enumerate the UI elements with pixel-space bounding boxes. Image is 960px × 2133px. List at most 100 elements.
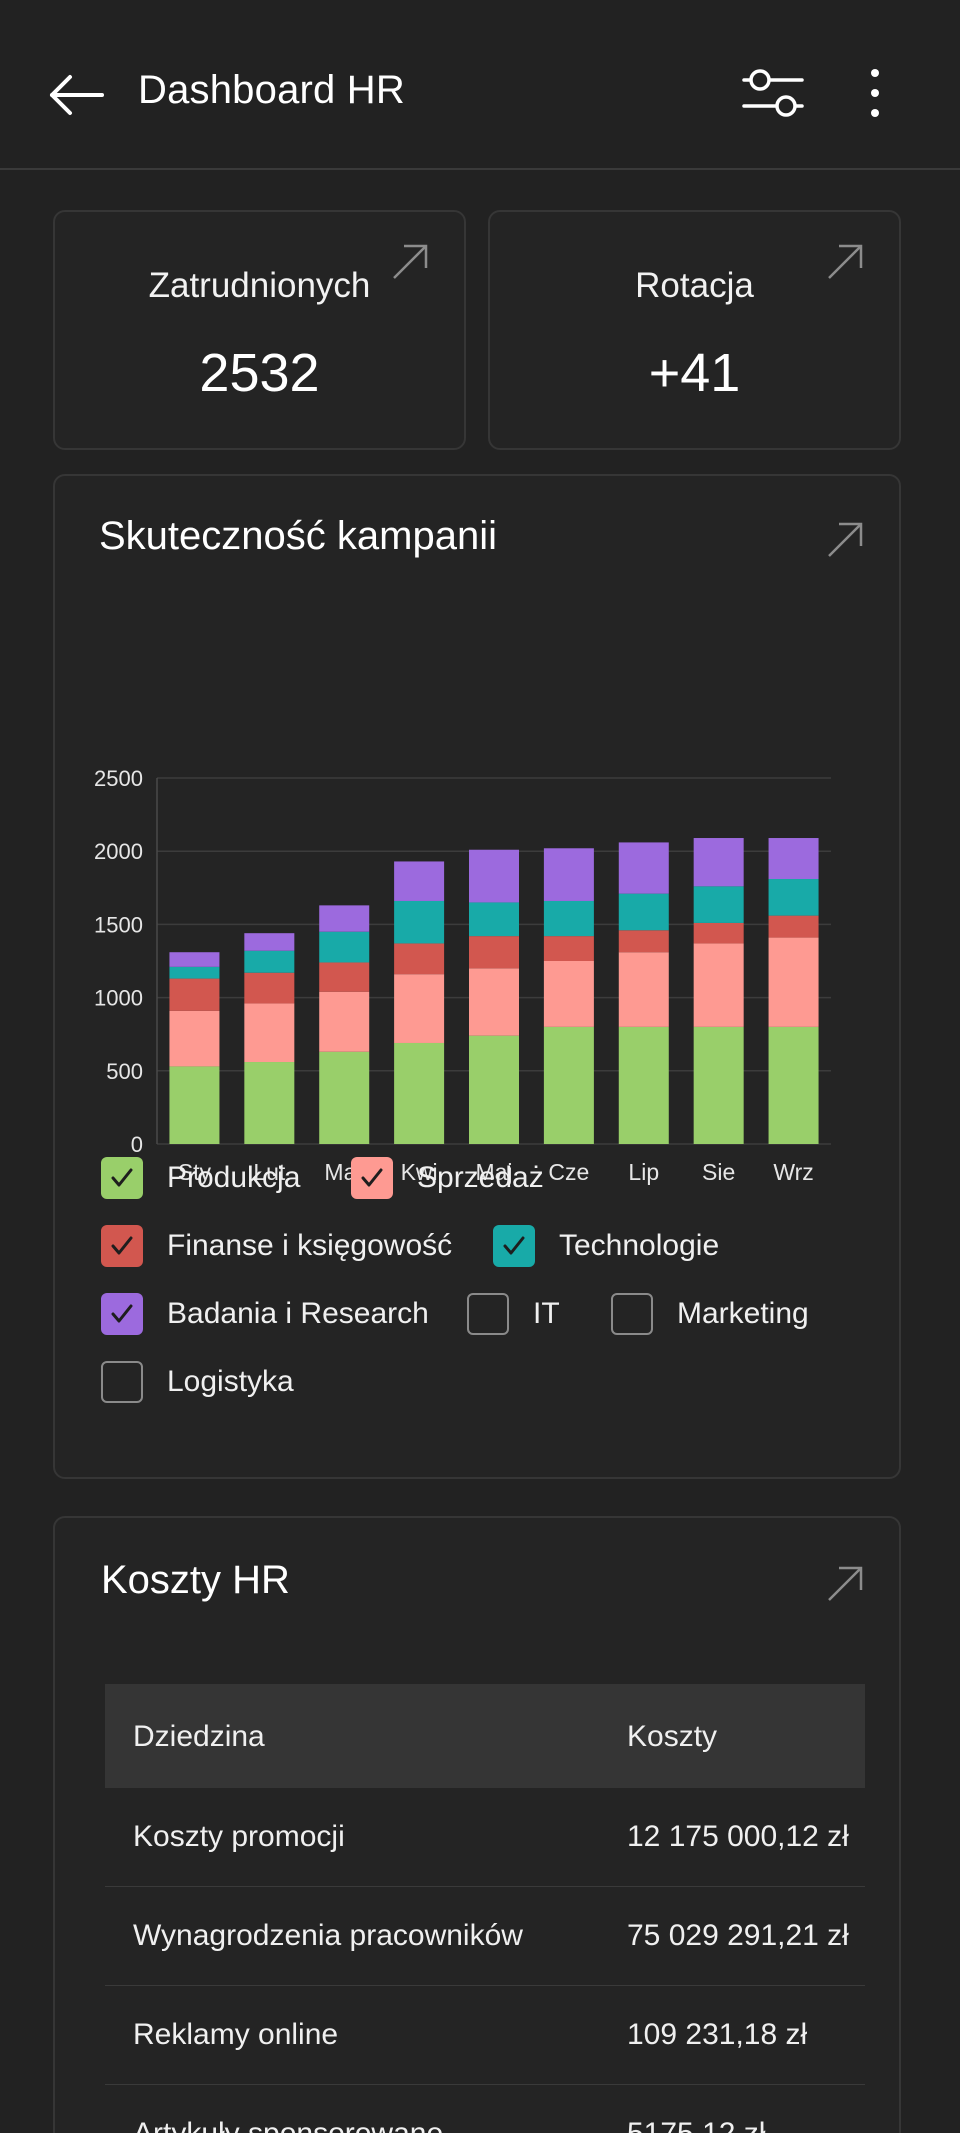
bar-segment[interactable]: [768, 1026, 819, 1144]
bar-segment[interactable]: [768, 879, 819, 916]
stat-card-employees[interactable]: Zatrudnionych 2532: [53, 210, 466, 450]
legend-checkbox[interactable]: [351, 1157, 393, 1199]
bar-segment[interactable]: [394, 943, 445, 975]
legend-label: Sprzedaż: [417, 1161, 544, 1194]
y-tick-label: 2500: [94, 766, 143, 791]
bar-segment[interactable]: [394, 861, 445, 901]
y-tick-label: 1500: [94, 912, 143, 937]
bar-segment[interactable]: [319, 1051, 370, 1144]
bar-segment[interactable]: [693, 838, 744, 887]
bar-segment[interactable]: [244, 950, 295, 973]
bar-segment[interactable]: [169, 978, 220, 1011]
bar-segment[interactable]: [244, 972, 295, 1004]
bar-segment[interactable]: [244, 1062, 295, 1144]
bar-segment[interactable]: [543, 1026, 594, 1144]
bar-segment[interactable]: [169, 1066, 220, 1144]
x-tick-label: Kwi: [401, 1159, 438, 1185]
bar-segment[interactable]: [543, 848, 594, 901]
legend-checkbox[interactable]: [467, 1293, 509, 1335]
legend-checkbox[interactable]: [101, 1225, 143, 1267]
legend-item[interactable]: Technologie: [493, 1224, 719, 1268]
x-tick-label: Sie: [702, 1159, 735, 1185]
bar-segment[interactable]: [319, 962, 370, 992]
y-tick-label: 500: [106, 1059, 143, 1084]
bar-segment[interactable]: [768, 937, 819, 1027]
bar-segment[interactable]: [693, 1026, 744, 1144]
bar-segment[interactable]: [319, 905, 370, 932]
bar-segment[interactable]: [768, 838, 819, 880]
legend-checkbox[interactable]: [101, 1361, 143, 1403]
bar-segment[interactable]: [693, 886, 744, 923]
bar-segment[interactable]: [394, 900, 445, 944]
arrow-left-icon[interactable]: [44, 70, 108, 120]
bar-segment[interactable]: [394, 1042, 445, 1144]
bar-segment[interactable]: [618, 1026, 669, 1144]
app-bar: Dashboard HR: [0, 0, 960, 170]
legend-item[interactable]: Logistyka: [101, 1360, 294, 1404]
legend-checkbox[interactable]: [101, 1157, 143, 1199]
legend-checkbox[interactable]: [493, 1225, 535, 1267]
row-cost: 75 029 291,21 zł: [627, 1919, 849, 1952]
legend-item[interactable]: Produkcja: [101, 1156, 300, 1200]
stat-card-rotation[interactable]: Rotacja +41: [488, 210, 901, 450]
y-tick-label: 1000: [94, 986, 143, 1011]
bar-segment[interactable]: [469, 849, 519, 903]
x-tick-label: Cze: [548, 1159, 589, 1185]
legend-item[interactable]: IT: [467, 1292, 560, 1336]
bar-segment[interactable]: [244, 933, 295, 951]
table-row[interactable]: Artykuły sponsorowane 5175,12 zł: [105, 2085, 865, 2133]
bar-segment[interactable]: [169, 966, 220, 979]
legend-label: IT: [533, 1297, 560, 1330]
arrow-up-right-icon[interactable]: [825, 1564, 865, 1604]
bar-segment[interactable]: [319, 991, 370, 1052]
legend-item[interactable]: Finanse i księgowość: [101, 1224, 452, 1268]
legend-checkbox[interactable]: [611, 1293, 653, 1335]
sliders-icon[interactable]: [740, 64, 806, 122]
bar-segment[interactable]: [169, 1010, 220, 1067]
bar-segment[interactable]: [693, 943, 744, 1027]
x-tick-label: Sty: [178, 1159, 212, 1185]
bar-segment[interactable]: [469, 1035, 519, 1144]
bar-segment[interactable]: [618, 952, 669, 1027]
row-cost: 109 231,18 zł: [627, 2018, 808, 2051]
bar-segment[interactable]: [618, 842, 669, 894]
stat-value: +41: [648, 343, 741, 403]
arrow-up-right-icon[interactable]: [390, 242, 430, 282]
row-domain: Reklamy online: [133, 2018, 339, 2051]
bar-segment[interactable]: [319, 931, 370, 963]
table-row[interactable]: Wynagrodzenia pracowników 75 029 291,21 …: [105, 1887, 865, 1986]
legend-item[interactable]: Sprzedaż: [351, 1156, 544, 1200]
legend-checkbox[interactable]: [101, 1293, 143, 1335]
legend-label: Marketing: [677, 1297, 809, 1330]
bar-segment[interactable]: [693, 922, 744, 944]
bar-segment[interactable]: [543, 936, 594, 961]
bar-segment[interactable]: [394, 974, 445, 1043]
bar-segment[interactable]: [543, 961, 594, 1027]
bar-segment[interactable]: [469, 936, 519, 969]
bar-segment[interactable]: [244, 1003, 295, 1063]
bar-segment[interactable]: [469, 902, 519, 937]
bar-segment[interactable]: [768, 915, 819, 938]
table-row[interactable]: Koszty promocji 12 175 000,12 zł: [105, 1788, 865, 1887]
x-tick-label: Maj: [475, 1159, 512, 1185]
y-tick-label: 2000: [94, 839, 143, 864]
bar-segment[interactable]: [618, 893, 669, 931]
bar-segment[interactable]: [169, 952, 220, 967]
legend-label: Badania i Research: [167, 1297, 429, 1330]
bar-segment[interactable]: [469, 968, 519, 1036]
arrow-up-right-icon[interactable]: [825, 242, 865, 282]
check-icon: [503, 1236, 525, 1255]
check-icon: [111, 1168, 133, 1187]
costs-table: Dziedzina Koszty Koszty promocji 12 175 …: [105, 1684, 865, 2133]
x-tick-label: Lut: [253, 1159, 286, 1185]
legend-item[interactable]: Badania i Research: [101, 1292, 429, 1336]
check-icon: [111, 1304, 133, 1323]
more-vertical-icon[interactable]: [860, 64, 890, 122]
bar-segment[interactable]: [543, 900, 594, 937]
row-cost: 12 175 000,12 zł: [627, 1820, 849, 1853]
arrow-up-right-icon[interactable]: [825, 520, 865, 560]
bar-segment[interactable]: [618, 930, 669, 953]
legend-item[interactable]: Marketing: [611, 1292, 809, 1336]
table-row[interactable]: Reklamy online 109 231,18 zł: [105, 1986, 865, 2085]
